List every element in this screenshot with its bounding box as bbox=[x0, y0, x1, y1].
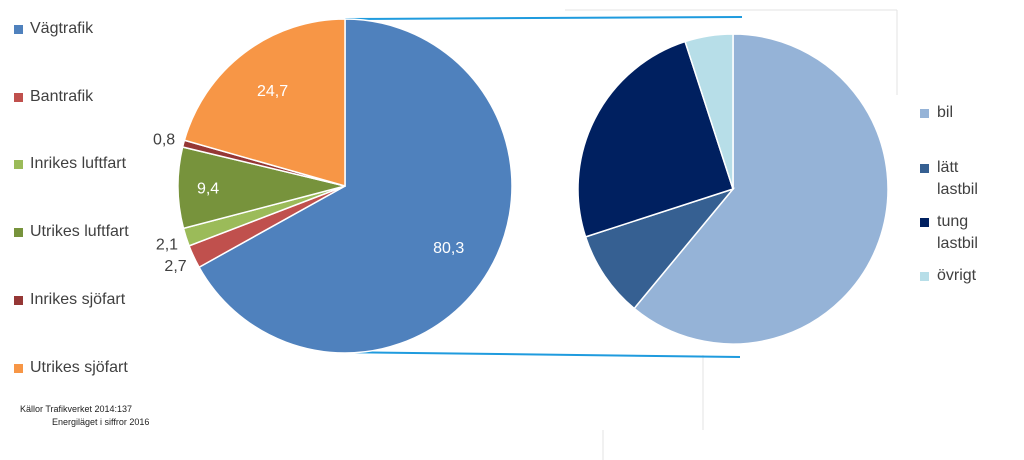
pie-slice-vägtrafik bbox=[198, 18, 513, 354]
legend-swatch bbox=[920, 164, 929, 173]
legend-swatch bbox=[920, 272, 929, 281]
connector-top bbox=[344, 16, 743, 20]
legend-swatch bbox=[920, 109, 929, 118]
legend-label: Inrikes sjöfart bbox=[30, 291, 126, 308]
legend-label: övrigt bbox=[937, 267, 977, 284]
legend-label: Vägtrafik bbox=[30, 20, 94, 37]
legend-item: Inrikes luftfart bbox=[14, 155, 126, 173]
legend-label: Utrikes sjöfart bbox=[30, 359, 128, 376]
pie-slice-bil bbox=[633, 33, 889, 345]
data-label: 0,8 bbox=[153, 132, 175, 149]
legend-item: Vägtrafik bbox=[14, 20, 93, 38]
legend-swatch bbox=[14, 92, 23, 102]
breakout-pie-legend: bil lätt lastbil tung lastbil övrigt bbox=[920, 0, 1020, 400]
data-label: 24,7 bbox=[257, 83, 288, 100]
legend-swatch bbox=[14, 227, 23, 237]
data-label: 80,3 bbox=[433, 240, 464, 257]
main-pie-data-labels: 80,3 2,7 2,1 9,4 0,8 24,7 bbox=[153, 83, 464, 275]
legend-item: bil bbox=[920, 102, 953, 124]
legend-swatch bbox=[14, 24, 23, 34]
legend-label: Utrikes luftfart bbox=[30, 223, 129, 240]
main-pie-legend: Vägtrafik Bantrafik Inrikes luftfart Utr… bbox=[14, 0, 184, 400]
legend-item: tung lastbil bbox=[920, 211, 997, 255]
legend-item: Utrikes sjöfart bbox=[14, 359, 128, 377]
legend-swatch bbox=[14, 363, 23, 373]
legend-swatch bbox=[14, 295, 23, 305]
legend-label: Inrikes luftfart bbox=[30, 155, 127, 172]
background-gridlines bbox=[565, 9, 898, 460]
legend-label: bil bbox=[937, 104, 954, 121]
legend-item: Utrikes luftfart bbox=[14, 223, 129, 241]
legend-item: lätt lastbil bbox=[920, 157, 997, 201]
legend-label: lätt lastbil bbox=[937, 159, 978, 198]
data-label: 9,4 bbox=[197, 180, 219, 197]
source-line-2: Energiläget i siffror 2016 bbox=[52, 417, 150, 427]
legend-label: Bantrafik bbox=[30, 88, 94, 105]
pie-slice-utrikes-sjöfart bbox=[183, 18, 346, 187]
data-label: 2,7 bbox=[164, 258, 186, 275]
legend-swatch bbox=[920, 218, 929, 227]
source-line-1: Källor Trafikverket 2014:137 bbox=[20, 404, 133, 414]
legend-item: övrigt bbox=[920, 265, 976, 287]
legend-swatch bbox=[14, 159, 23, 169]
pie-slice-tung-lastbil bbox=[577, 40, 734, 238]
pie-slice-lätt-lastbil bbox=[584, 187, 736, 310]
legend-label: tung lastbil bbox=[937, 213, 978, 252]
legend-item: Bantrafik bbox=[14, 88, 93, 106]
breakout-connectors bbox=[329, 16, 743, 358]
pie-slice-övrigt bbox=[684, 33, 734, 190]
legend-item: Inrikes sjöfart bbox=[14, 291, 125, 309]
main-pie bbox=[177, 18, 513, 354]
data-label: 2,1 bbox=[156, 236, 178, 253]
connector-bottom bbox=[329, 351, 741, 358]
breakout-pie bbox=[577, 33, 889, 345]
